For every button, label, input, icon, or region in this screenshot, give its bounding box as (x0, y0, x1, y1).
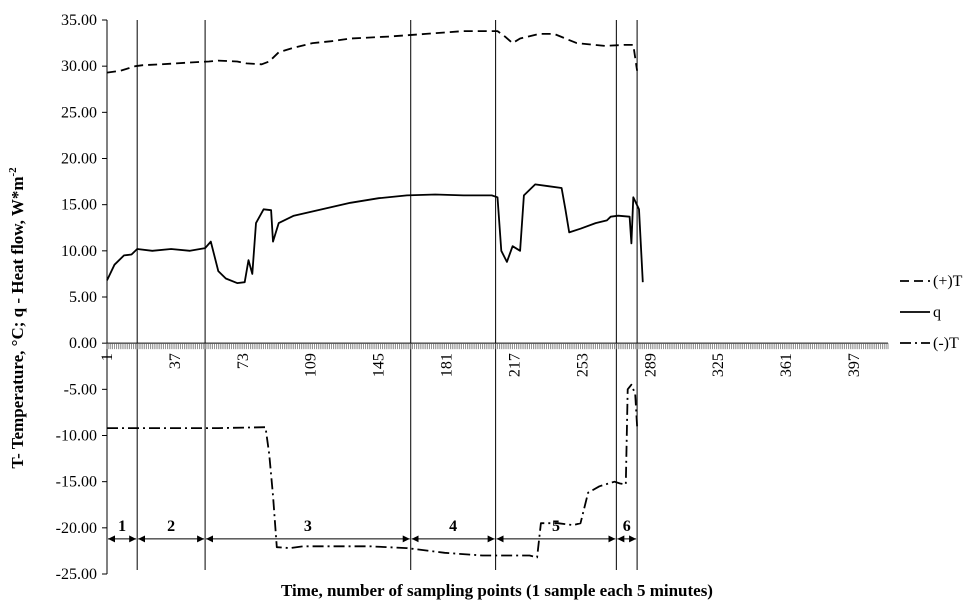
x-tick-label: 289 (642, 353, 659, 377)
phase-label: 2 (167, 518, 175, 535)
y-tick-label: 25.00 (61, 104, 97, 121)
legend-label: (-)T (933, 335, 959, 352)
x-tick-label: 1 (99, 353, 116, 361)
y-tick-label: -15.00 (56, 474, 97, 491)
x-tick-label: 361 (778, 353, 795, 377)
x-tick-label: 109 (303, 353, 320, 377)
phase-layer: 1 2 3 4 5 6 (108, 518, 637, 543)
y-tick-label: 5.00 (69, 289, 97, 306)
x-tick-label: 37 (167, 353, 184, 369)
phase-label: 3 (304, 518, 312, 535)
y-tick-label: -10.00 (56, 428, 97, 445)
y-axis-title: T- Temperature, °C; q - Heat flow, W*m-2 (7, 167, 27, 469)
y-tick-label: -20.00 (56, 520, 97, 537)
boundaries-layer (136, 20, 638, 570)
phase-label: 4 (449, 518, 457, 535)
legend: (+)T q (-)T (900, 273, 963, 352)
series-layer (106, 30, 644, 559)
x-tick-label: 397 (846, 353, 863, 377)
x-tick-label: 181 (439, 353, 456, 377)
x-axis-title: Time, number of sampling points (1 sampl… (281, 581, 713, 600)
x-tick-label: 217 (506, 353, 523, 377)
series-line-q (106, 183, 644, 284)
x-tick-label: 325 (710, 353, 727, 377)
axis-layer: 35.00 30.00 25.00 20.00 15.00 10.00 5.00 0.00 -5… (56, 12, 889, 583)
x-tick-label: 145 (371, 353, 388, 377)
y-tick-label: -5.00 (64, 381, 97, 398)
y-tick-label: 20.00 (61, 151, 97, 168)
phase-label: 1 (118, 518, 126, 535)
x-tick-label: 253 (574, 353, 591, 377)
phase-label: 5 (552, 518, 560, 535)
y-tick-label: -25.00 (56, 566, 97, 583)
series-line-t-plus (106, 30, 638, 74)
phase-label: 6 (623, 518, 631, 535)
y-tick-label: 30.00 (61, 58, 97, 75)
y-tick-label: 15.00 (61, 197, 97, 214)
series-line-t-minus (107, 383, 638, 559)
y-tick-label: 35.00 (61, 12, 97, 29)
x-tick-label: 73 (235, 353, 252, 369)
legend-label: q (933, 304, 941, 321)
legend-label: (+)T (933, 273, 963, 290)
y-tick-label: 10.00 (61, 243, 97, 260)
x-axis-minor-ticks (106, 343, 889, 350)
y-tick-label: 0.00 (69, 335, 97, 352)
